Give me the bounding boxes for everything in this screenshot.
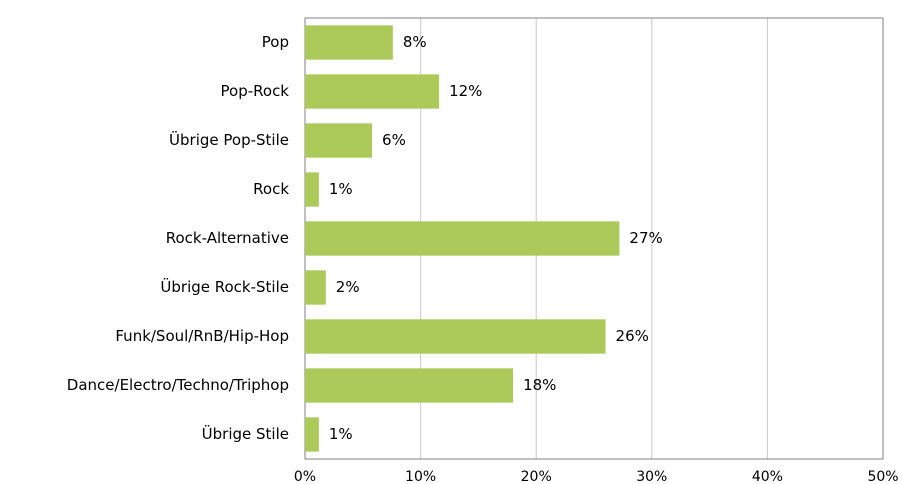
x-tick-label: 30% [636, 469, 667, 484]
bar [305, 417, 319, 452]
y-tick-label: Übrige Stile [202, 424, 289, 443]
y-tick-label: Rock [253, 180, 289, 198]
bar [305, 368, 514, 403]
y-tick-label: Funk/Soul/RnB/Hip-Hop [115, 327, 289, 345]
data-label: 8% [403, 33, 427, 51]
data-label: 2% [336, 278, 360, 296]
y-tick-label: Dance/Electro/Techno/Triphop [67, 376, 289, 394]
x-tick-label: 10% [405, 469, 436, 484]
y-tick-label: Rock-Alternative [166, 229, 289, 247]
x-tick-label: 0% [294, 469, 316, 484]
y-tick-label: Pop-Rock [221, 82, 290, 100]
data-label: 27% [629, 229, 662, 247]
data-label: 12% [449, 82, 482, 100]
bar [305, 319, 606, 354]
data-label: 18% [523, 376, 556, 394]
bar [305, 123, 373, 158]
data-label: 1% [329, 425, 353, 443]
bar [305, 270, 326, 305]
data-label: 6% [382, 131, 406, 149]
y-tick-label: Pop [262, 33, 289, 51]
x-tick-label: 40% [752, 469, 783, 484]
bar [305, 25, 393, 60]
x-tick-label: 20% [521, 469, 552, 484]
y-tick-label: Übrige Rock-Stile [160, 277, 289, 296]
data-label: 26% [616, 327, 649, 345]
bar [305, 172, 319, 207]
bar [305, 74, 440, 109]
data-label: 1% [329, 180, 353, 198]
x-tick-label: 50% [867, 469, 898, 484]
y-tick-label: Übrige Pop-Stile [169, 130, 289, 149]
bar [305, 221, 620, 256]
